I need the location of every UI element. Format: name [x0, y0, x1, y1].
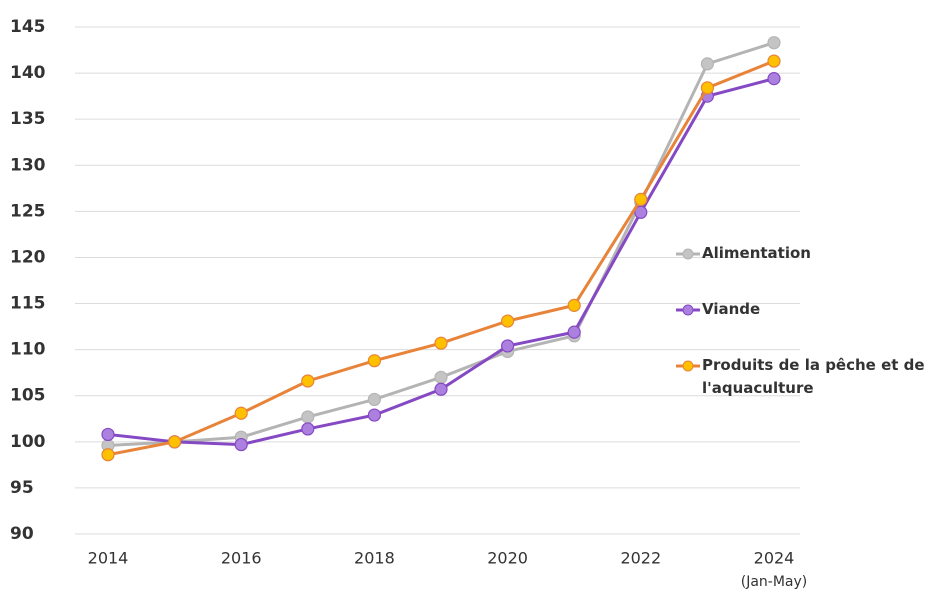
legend-swatch [676, 304, 700, 316]
data-point [367, 408, 381, 422]
data-point [434, 336, 448, 350]
data-point [634, 205, 648, 219]
data-point [168, 435, 182, 449]
data-point [301, 422, 315, 436]
data-point [501, 314, 515, 328]
data-point [367, 354, 381, 368]
legend-swatch [676, 248, 700, 260]
y-tick-label: 90 [10, 524, 34, 544]
data-point [234, 406, 248, 420]
data-point [434, 370, 448, 384]
y-tick-label: 110 [10, 340, 46, 360]
legend-marker [682, 360, 694, 372]
legend-item: Alimentation [676, 242, 932, 265]
y-tick-label: 125 [10, 201, 46, 221]
data-point [434, 382, 448, 396]
y-tick-label: 140 [10, 63, 46, 83]
legend-label: Viande [702, 300, 761, 318]
y-tick-label: 95 [10, 478, 34, 498]
legend-swatch [676, 360, 700, 372]
data-point [234, 437, 248, 452]
x-tick-label: 2018 [354, 549, 395, 568]
data-point [101, 448, 115, 462]
data-point [700, 57, 715, 71]
data-point [700, 81, 715, 95]
legend-marker [682, 248, 694, 260]
data-point [567, 298, 581, 312]
y-tick-label: 105 [10, 386, 46, 406]
data-point [767, 72, 781, 86]
x-tick-label: 2022 [620, 549, 661, 568]
x-tick-label: 2020 [487, 549, 528, 568]
data-point [101, 427, 115, 442]
y-tick-label: 145 [10, 17, 46, 37]
data-point [367, 392, 381, 407]
data-point [767, 54, 781, 68]
data-point [501, 339, 515, 353]
data-point [634, 192, 648, 206]
legend-item: Produits de la pêche et de l'aquaculture [676, 354, 932, 400]
data-point [301, 374, 315, 388]
x-tick-label: 2024 [754, 549, 795, 568]
data-point [567, 325, 581, 339]
x-note: (Jan-May) [741, 574, 808, 590]
legend-label: Produits de la pêche et de l'aquaculture [702, 356, 925, 397]
legend-label: Alimentation [702, 244, 811, 262]
data-point [767, 36, 781, 50]
y-tick-label: 135 [10, 109, 46, 129]
x-tick-label: 2016 [221, 549, 262, 568]
y-tick-label: 130 [10, 155, 46, 175]
y-tick-label: 100 [10, 432, 46, 452]
data-point [301, 410, 315, 424]
x-tick-label: 2014 [88, 549, 129, 568]
y-tick-label: 115 [10, 294, 46, 314]
legend-marker [682, 304, 694, 316]
legend-item: Viande [676, 298, 932, 321]
y-tick-label: 120 [10, 247, 46, 267]
